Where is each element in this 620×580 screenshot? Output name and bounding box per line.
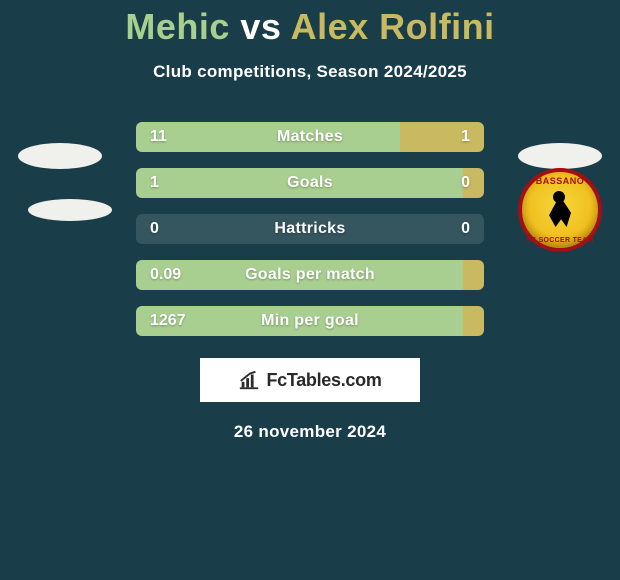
logo-text: FcTables.com	[266, 370, 381, 391]
subtitle: Club competitions, Season 2024/2025	[0, 62, 620, 82]
stat-value-right: 0	[447, 168, 484, 198]
stat-row: Goals1 0	[0, 168, 620, 198]
stat-value-left: 1	[136, 168, 173, 198]
stat-label: Matches	[136, 122, 484, 152]
stat-label: Hattricks	[136, 214, 484, 244]
player1-name: Mehic	[125, 6, 230, 47]
stat-row: Hattricks0 0	[0, 214, 620, 244]
stat-bar: Goals1 0	[136, 168, 484, 198]
stat-value-right: 0	[447, 214, 484, 244]
header: Mehic vs Alex Rolfini Club competitions,…	[0, 0, 620, 82]
stat-bar: Matches111	[136, 122, 484, 152]
stat-row: Goals per match0.09	[0, 260, 620, 290]
comparison-content: BASSANO SS SOCCER TEAM Matches111Goals10…	[0, 122, 620, 442]
stat-value-left: 0	[136, 214, 173, 244]
fctables-logo: FcTables.com	[200, 358, 420, 402]
vs-text: vs	[240, 6, 281, 47]
stat-bar: Goals per match0.09	[136, 260, 484, 290]
bar-chart-icon	[238, 369, 260, 391]
stat-value-left: 11	[136, 122, 181, 152]
stat-value-left: 0.09	[136, 260, 195, 290]
stat-row: Matches111	[0, 122, 620, 152]
stat-bar: Min per goal1267	[136, 306, 484, 336]
player2-name: Alex Rolfini	[291, 6, 495, 47]
stat-value-left: 1267	[136, 306, 200, 336]
stat-row: Min per goal1267	[0, 306, 620, 336]
stat-bar: Hattricks0 0	[136, 214, 484, 244]
stat-value-right	[456, 260, 484, 290]
stat-value-right	[456, 306, 484, 336]
stat-value-right: 1	[447, 122, 484, 152]
title: Mehic vs Alex Rolfini	[0, 6, 620, 48]
stat-label: Goals	[136, 168, 484, 198]
date: 26 november 2024	[0, 422, 620, 442]
